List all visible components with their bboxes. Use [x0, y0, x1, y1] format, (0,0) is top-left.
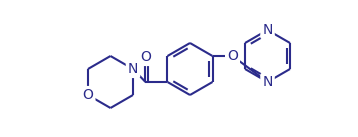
Text: N: N — [262, 23, 273, 37]
Text: N: N — [128, 62, 138, 76]
Text: O: O — [140, 50, 151, 64]
Text: O: O — [227, 49, 238, 63]
Text: O: O — [83, 88, 93, 102]
Text: N: N — [262, 75, 273, 89]
